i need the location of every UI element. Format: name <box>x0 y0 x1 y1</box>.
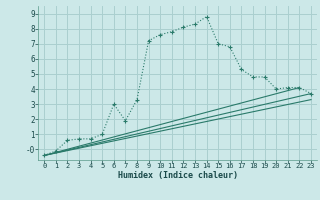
X-axis label: Humidex (Indice chaleur): Humidex (Indice chaleur) <box>118 171 238 180</box>
